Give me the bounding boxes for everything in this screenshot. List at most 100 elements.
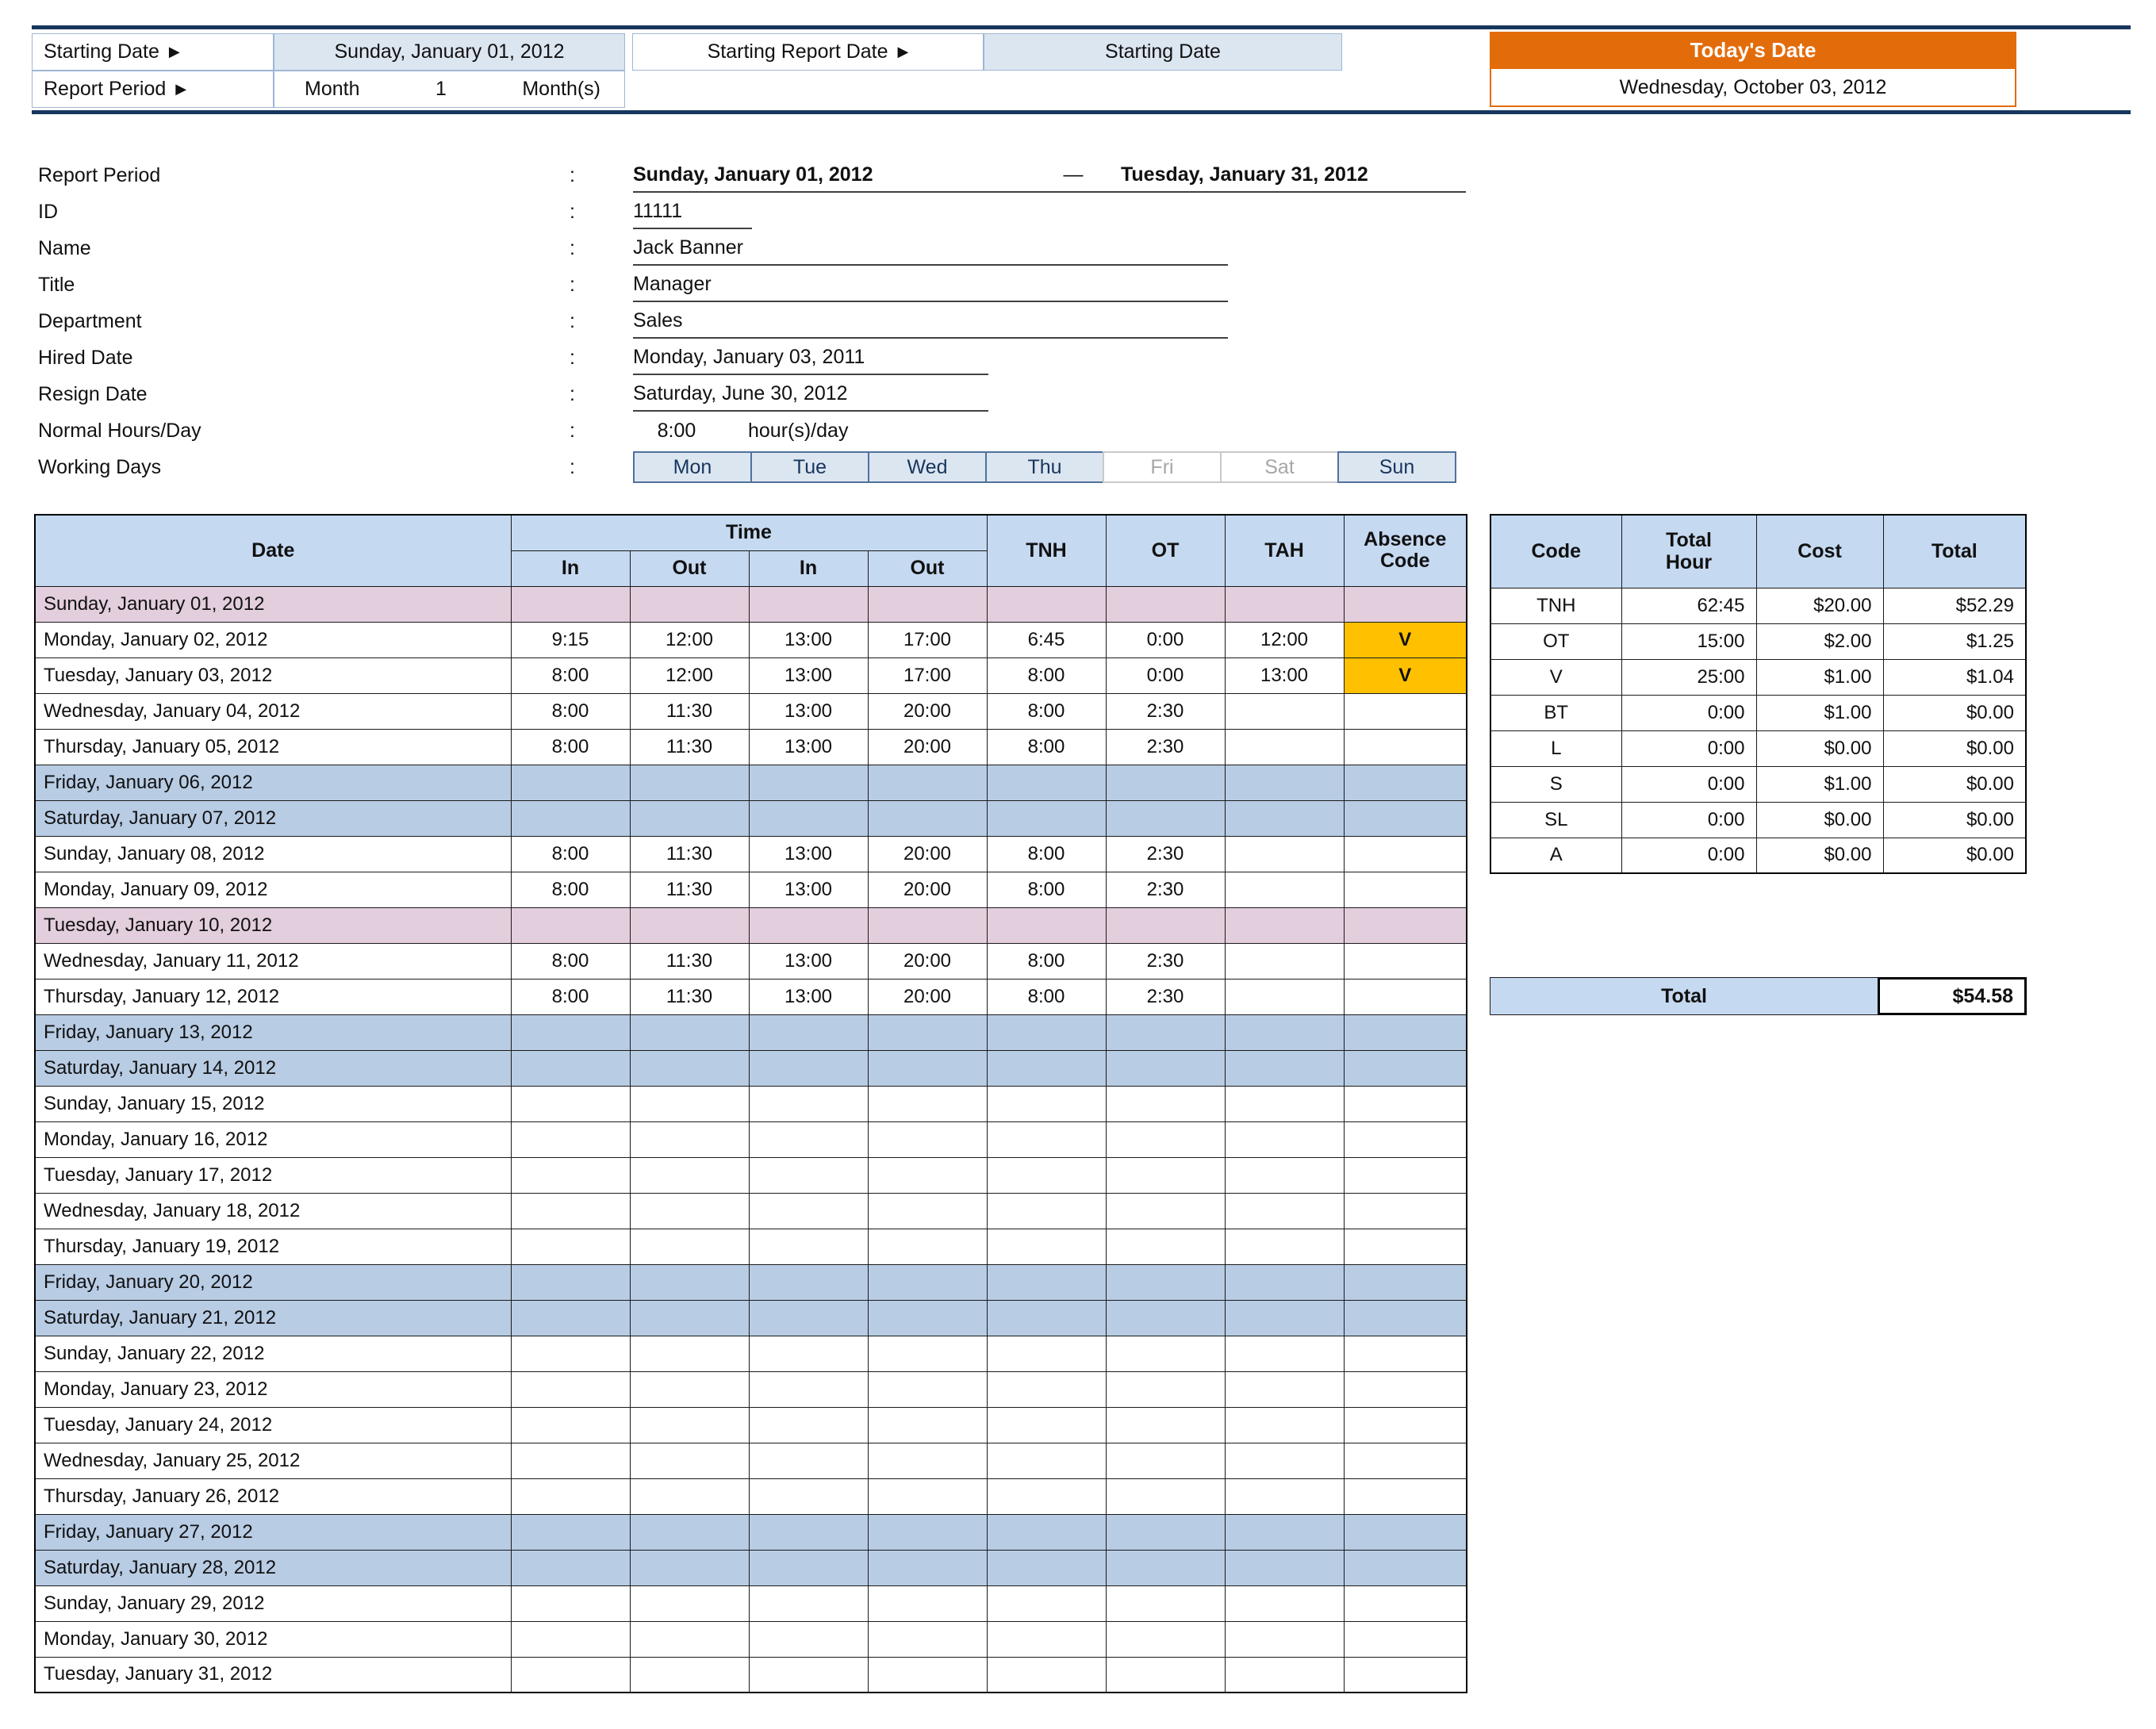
time-cell[interactable]: 8:00 bbox=[986, 657, 1107, 694]
time-cell[interactable] bbox=[510, 1585, 631, 1622]
time-cell[interactable] bbox=[1224, 1406, 1345, 1443]
time-cell[interactable] bbox=[1105, 799, 1226, 837]
time-cell[interactable] bbox=[1224, 1228, 1345, 1265]
summary-hour-cell[interactable]: 25:00 bbox=[1621, 658, 1757, 696]
time-cell[interactable] bbox=[510, 1085, 631, 1122]
time-cell[interactable]: 13:00 bbox=[748, 835, 869, 872]
time-cell[interactable] bbox=[867, 1371, 988, 1408]
summary-code-cell[interactable]: TNH bbox=[1490, 587, 1622, 624]
time-cell[interactable] bbox=[867, 1406, 988, 1443]
time-cell[interactable] bbox=[629, 1156, 750, 1194]
time-cell[interactable] bbox=[1105, 1549, 1226, 1586]
absence-code-cell[interactable] bbox=[1343, 1263, 1467, 1301]
date-cell[interactable]: Friday, January 13, 2012 bbox=[34, 1014, 512, 1051]
time-cell[interactable]: 13:00 bbox=[748, 871, 869, 908]
summary-total-cell[interactable]: $1.25 bbox=[1882, 623, 2027, 660]
date-cell[interactable]: Friday, January 20, 2012 bbox=[34, 1263, 512, 1301]
time-cell[interactable] bbox=[748, 1478, 869, 1515]
time-cell[interactable]: 8:00 bbox=[510, 728, 631, 765]
time-cell[interactable] bbox=[1105, 1335, 1226, 1372]
time-cell[interactable] bbox=[867, 1513, 988, 1551]
time-cell[interactable]: 11:30 bbox=[629, 978, 750, 1015]
month-count-value[interactable]: 1 bbox=[435, 78, 447, 100]
date-cell[interactable]: Tuesday, January 24, 2012 bbox=[34, 1406, 512, 1443]
time-cell[interactable] bbox=[748, 764, 869, 801]
time-cell[interactable]: 8:00 bbox=[510, 835, 631, 872]
summary-code-cell[interactable]: L bbox=[1490, 730, 1622, 767]
time-cell[interactable] bbox=[629, 1014, 750, 1051]
absence-code-cell[interactable] bbox=[1343, 1049, 1467, 1087]
absence-code-cell[interactable]: V bbox=[1343, 621, 1467, 658]
time-cell[interactable] bbox=[510, 1406, 631, 1443]
absence-code-cell[interactable] bbox=[1343, 1335, 1467, 1372]
time-cell[interactable]: 8:00 bbox=[986, 942, 1107, 980]
date-cell[interactable]: Wednesday, January 18, 2012 bbox=[34, 1192, 512, 1229]
time-cell[interactable] bbox=[986, 1620, 1107, 1658]
time-cell[interactable]: 20:00 bbox=[867, 942, 988, 980]
date-cell[interactable]: Monday, January 16, 2012 bbox=[34, 1121, 512, 1158]
time-cell[interactable]: 12:00 bbox=[1224, 621, 1345, 658]
time-cell[interactable] bbox=[867, 1192, 988, 1229]
time-cell[interactable] bbox=[867, 1156, 988, 1194]
time-cell[interactable]: 11:30 bbox=[629, 692, 750, 730]
time-cell[interactable] bbox=[1105, 1156, 1226, 1194]
summary-hour-cell[interactable]: 0:00 bbox=[1621, 837, 1757, 874]
time-cell[interactable] bbox=[1105, 907, 1226, 944]
summary-code-cell[interactable]: S bbox=[1490, 765, 1622, 803]
time-cell[interactable] bbox=[986, 1371, 1107, 1408]
date-cell[interactable]: Wednesday, January 25, 2012 bbox=[34, 1442, 512, 1479]
time-cell[interactable] bbox=[510, 1156, 631, 1194]
absence-code-cell[interactable] bbox=[1343, 871, 1467, 908]
time-cell[interactable]: 2:30 bbox=[1105, 942, 1226, 980]
time-cell[interactable] bbox=[867, 799, 988, 837]
time-cell[interactable] bbox=[629, 799, 750, 837]
time-cell[interactable] bbox=[748, 1121, 869, 1158]
date-cell[interactable]: Monday, January 09, 2012 bbox=[34, 871, 512, 908]
time-cell[interactable] bbox=[510, 1299, 631, 1336]
working-day-mon[interactable]: Mon bbox=[633, 451, 752, 483]
time-cell[interactable] bbox=[629, 1192, 750, 1229]
time-cell[interactable]: 13:00 bbox=[1224, 657, 1345, 694]
summary-hour-cell[interactable]: 15:00 bbox=[1621, 623, 1757, 660]
time-cell[interactable] bbox=[510, 1371, 631, 1408]
absence-code-cell[interactable] bbox=[1343, 835, 1467, 872]
summary-cost-cell[interactable]: $1.00 bbox=[1755, 658, 1884, 696]
time-cell[interactable] bbox=[510, 1014, 631, 1051]
date-cell[interactable]: Saturday, January 21, 2012 bbox=[34, 1299, 512, 1336]
time-cell[interactable]: 6:45 bbox=[986, 621, 1107, 658]
time-cell[interactable] bbox=[867, 1656, 988, 1693]
time-cell[interactable]: 8:00 bbox=[510, 871, 631, 908]
time-cell[interactable]: 12:00 bbox=[629, 621, 750, 658]
time-cell[interactable] bbox=[1224, 978, 1345, 1015]
date-cell[interactable]: Monday, January 30, 2012 bbox=[34, 1620, 512, 1658]
time-cell[interactable] bbox=[1105, 1299, 1226, 1336]
date-cell[interactable]: Tuesday, January 31, 2012 bbox=[34, 1656, 512, 1693]
time-cell[interactable] bbox=[510, 1228, 631, 1265]
report-period-end-date[interactable]: Tuesday, January 31, 2012 bbox=[1121, 163, 1368, 186]
date-cell[interactable]: Tuesday, January 17, 2012 bbox=[34, 1156, 512, 1194]
summary-total-cell[interactable]: $0.00 bbox=[1882, 730, 2027, 767]
time-cell[interactable] bbox=[1224, 1192, 1345, 1229]
time-cell[interactable] bbox=[867, 1228, 988, 1265]
absence-code-cell[interactable] bbox=[1343, 1014, 1467, 1051]
absence-code-cell[interactable] bbox=[1343, 585, 1467, 623]
time-cell[interactable] bbox=[1105, 585, 1226, 623]
time-cell[interactable] bbox=[748, 1192, 869, 1229]
working-day-sat[interactable]: Sat bbox=[1220, 451, 1339, 483]
time-cell[interactable] bbox=[1224, 1478, 1345, 1515]
time-cell[interactable] bbox=[1105, 1371, 1226, 1408]
date-cell[interactable]: Wednesday, January 04, 2012 bbox=[34, 692, 512, 730]
time-cell[interactable] bbox=[1105, 1656, 1226, 1693]
time-cell[interactable]: 20:00 bbox=[867, 871, 988, 908]
summary-cost-cell[interactable]: $20.00 bbox=[1755, 587, 1884, 624]
time-cell[interactable] bbox=[986, 764, 1107, 801]
starting-date-value[interactable]: Sunday, January 01, 2012 bbox=[274, 33, 625, 71]
resign-date-field[interactable]: Saturday, June 30, 2012 bbox=[633, 377, 988, 412]
time-cell[interactable] bbox=[867, 1335, 988, 1372]
time-cell[interactable] bbox=[1105, 1585, 1226, 1622]
summary-hour-cell[interactable]: 0:00 bbox=[1621, 730, 1757, 767]
time-cell[interactable] bbox=[748, 1442, 869, 1479]
time-cell[interactable] bbox=[748, 1263, 869, 1301]
time-cell[interactable]: 12:00 bbox=[629, 657, 750, 694]
absence-code-cell[interactable] bbox=[1343, 942, 1467, 980]
